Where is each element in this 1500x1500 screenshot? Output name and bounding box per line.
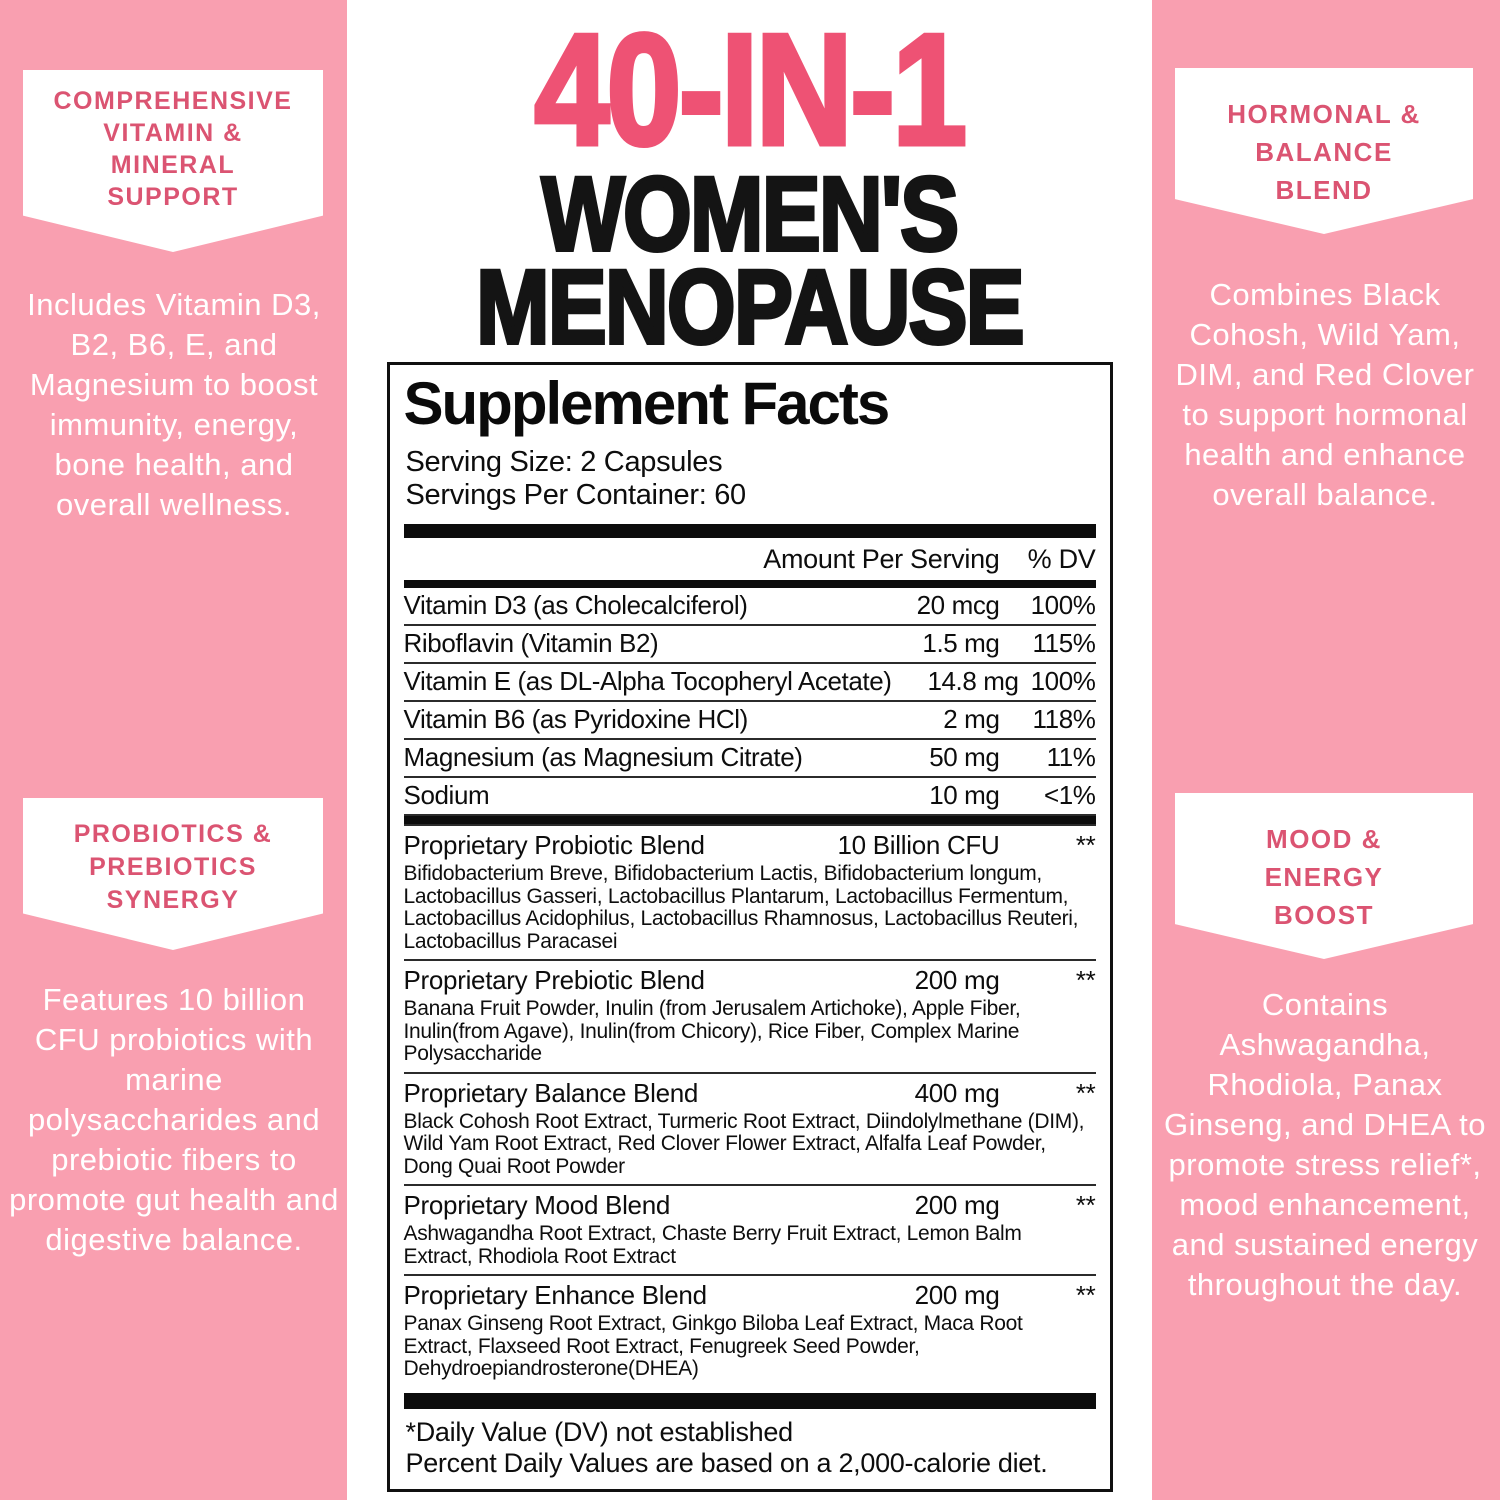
nutrient-amount: 20 mcg xyxy=(916,590,1000,620)
supplement-facts-panel: Supplement Facts Serving Size: 2 Capsule… xyxy=(386,362,1113,1492)
serving-info: Serving Size: 2 Capsules Servings Per Co… xyxy=(390,446,1110,512)
nutrient-name: Riboflavin (Vitamin B2) xyxy=(403,628,659,658)
blend-amount: 200 mg xyxy=(914,965,1000,995)
nutrient-dv: 115% xyxy=(1032,628,1096,658)
nutrient-name: Vitamin E (as DL-Alpha Tocopheryl Acetat… xyxy=(403,666,892,696)
nutrient-dv: 100% xyxy=(1030,590,1096,620)
panel-heading: HORMONAL & BALANCE BLEND xyxy=(1227,99,1421,205)
nutrient-dv: 100% xyxy=(1030,666,1096,696)
nutrient-row: Sodium 10 mg <1% xyxy=(403,778,1096,816)
blend-dv: ** xyxy=(1075,1280,1096,1310)
nutrient-row: Vitamin E (as DL-Alpha Tocopheryl Acetat… xyxy=(403,664,1096,702)
panel-heading: MOOD & ENERGY BOOST xyxy=(1264,824,1384,930)
blend-section: Proprietary Prebiotic Blend 200 mg ** Ba… xyxy=(403,959,1096,1072)
column-amount-per-serving: Amount Per Serving xyxy=(763,544,1000,574)
divider-bar xyxy=(403,524,1096,538)
blend-amount: 400 mg xyxy=(914,1077,1000,1108)
servings-per-container: Servings Per Container: 60 xyxy=(405,479,747,511)
product-title-name: WOMEN'S MENOPAUSE xyxy=(474,156,1026,366)
ribbon-mood-energy: MOOD & ENERGY BOOST xyxy=(1175,793,1473,959)
blend-amount: 200 mg xyxy=(914,1280,1000,1310)
blend-name: Proprietary Enhance Blend xyxy=(403,1280,708,1310)
nutrient-name: Vitamin B6 (as Pyridoxine HCl) xyxy=(403,704,749,734)
blend-name: Proprietary Mood Blend xyxy=(403,1190,671,1220)
blend-amount: 10 Billion CFU xyxy=(837,830,1000,860)
nutrient-amount: 2 mg xyxy=(943,704,1000,734)
serving-size: Serving Size: 2 Capsules xyxy=(405,446,723,478)
nutrient-row: Magnesium (as Magnesium Citrate) 50 mg 1… xyxy=(403,740,1096,778)
panel-heading: COMPREHENSIVE VITAMIN & MINERAL SUPPORT xyxy=(53,87,293,211)
panel-heading: PROBIOTICS & PREBIOTICS SYNERGY xyxy=(73,820,273,914)
blend-header: Proprietary Balance Blend 400 mg ** xyxy=(404,1078,1096,1109)
center-column: 40-IN-1 WOMEN'S MENOPAUSE Supplement Fac… xyxy=(347,0,1152,1500)
divider-bar xyxy=(403,580,1096,588)
ribbon-probiotics-prebiotics: PROBIOTICS & PREBIOTICS SYNERGY xyxy=(23,798,323,950)
panel-description: Combines Black Cohosh, Wild Yam, DIM, an… xyxy=(1175,277,1475,512)
panel-description: Contains Ashwagandha, Rhodiola, Panax Gi… xyxy=(1164,987,1486,1302)
blend-name: Proprietary Probiotic Blend xyxy=(403,830,705,860)
nutrient-row: Vitamin B6 (as Pyridoxine HCl) 2 mg 118% xyxy=(403,702,1096,740)
panel-description: Features 10 billion CFU probiotics with … xyxy=(9,982,339,1257)
panel-description: Includes Vitamin D3, B2, B6, E, and Magn… xyxy=(27,287,321,522)
blend-header: Proprietary Prebiotic Blend 200 mg ** xyxy=(404,965,1096,996)
blend-section: Proprietary Probiotic Blend 10 Billion C… xyxy=(403,824,1096,959)
footnote-calorie: Percent Daily Values are based on a 2,00… xyxy=(405,1447,1048,1478)
blend-name: Proprietary Prebiotic Blend xyxy=(403,965,705,995)
nutrient-amount: 50 mg xyxy=(929,742,1000,772)
blend-header: Proprietary Mood Blend 200 mg ** xyxy=(404,1190,1096,1221)
blend-dv: ** xyxy=(1075,965,1096,995)
blend-section: Proprietary Enhance Blend 200 mg ** Pana… xyxy=(403,1274,1096,1387)
nutrient-row: Riboflavin (Vitamin B2) 1.5 mg 115% xyxy=(403,626,1096,664)
nutrient-name: Vitamin D3 (as Cholecalciferol) xyxy=(403,590,748,620)
nutrient-amount: 1.5 mg xyxy=(922,628,1000,658)
blend-amount: 200 mg xyxy=(914,1190,1000,1220)
blend-section: Proprietary Balance Blend 400 mg ** Blac… xyxy=(403,1071,1096,1185)
supplement-facts-title: Supplement Facts xyxy=(403,370,891,437)
blend-dv: ** xyxy=(1075,1190,1096,1220)
nutrient-dv: 11% xyxy=(1046,742,1096,772)
column-percent-dv: % DV xyxy=(1027,544,1096,574)
blend-dv: ** xyxy=(1075,830,1096,860)
nutrient-name: Magnesium (as Magnesium Citrate) xyxy=(403,742,803,772)
blend-header: Proprietary Probiotic Blend 10 Billion C… xyxy=(404,830,1096,861)
nutrient-dv: 118% xyxy=(1032,704,1096,734)
blend-dv: ** xyxy=(1075,1077,1096,1108)
blend-ingredients: Panax Ginseng Root Extract, Ginkgo Bilob… xyxy=(403,1312,1023,1380)
facts-footnotes: *Daily Value (DV) not established Percen… xyxy=(406,1417,1094,1479)
nutrient-row: Vitamin D3 (as Cholecalciferol) 20 mcg 1… xyxy=(403,588,1096,626)
blend-ingredients: Banana Fruit Powder, Inulin (from Jerusa… xyxy=(403,997,1021,1065)
divider-bar xyxy=(403,1392,1096,1409)
blend-name: Proprietary Balance Blend xyxy=(403,1077,699,1108)
ribbon-vitamin-mineral-support: COMPREHENSIVE VITAMIN & MINERAL SUPPORT xyxy=(23,70,323,252)
blend-ingredients: Ashwagandha Root Extract, Chaste Berry F… xyxy=(403,1222,1022,1268)
blend-ingredients: Black Cohosh Root Extract, Turmeric Root… xyxy=(403,1109,1085,1178)
nutrient-dv: <1% xyxy=(1043,780,1096,810)
blend-ingredients: Bifidobacterium Breve, Bifidobacterium L… xyxy=(403,862,1079,953)
nutrient-amount: 14.8 mg xyxy=(927,666,1019,696)
divider-bar xyxy=(403,816,1096,824)
footnote-dv: *Daily Value (DV) not established xyxy=(405,1416,794,1447)
blend-header: Proprietary Enhance Blend 200 mg ** xyxy=(404,1280,1096,1311)
ribbon-hormonal-balance: HORMONAL & BALANCE BLEND xyxy=(1175,68,1473,234)
product-title-count: 40-IN-1 xyxy=(532,2,969,178)
nutrient-amount: 10 mg xyxy=(929,780,1000,810)
blend-section: Proprietary Mood Blend 200 mg ** Ashwaga… xyxy=(403,1184,1096,1274)
facts-column-header: Amount Per Serving % DV xyxy=(404,538,1096,580)
nutrient-name: Sodium xyxy=(403,780,490,810)
